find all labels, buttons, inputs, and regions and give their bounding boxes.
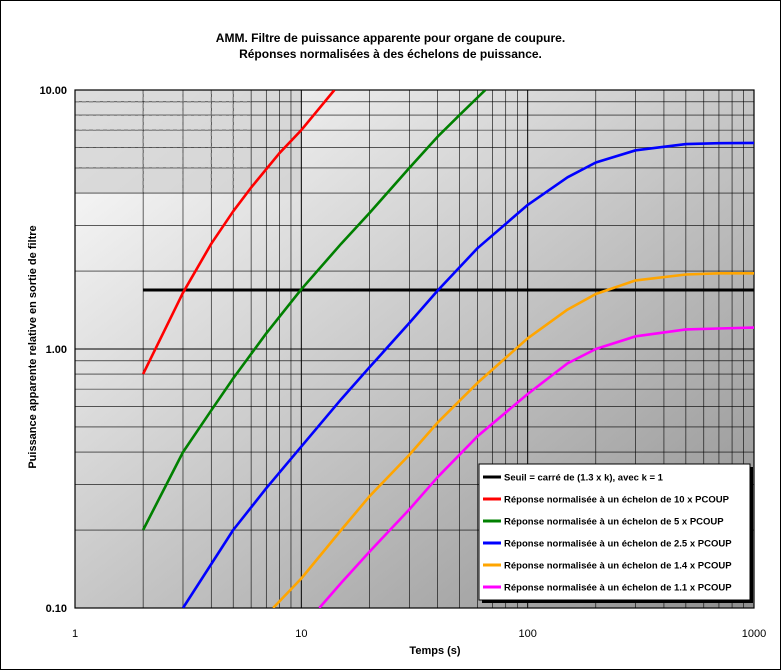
x-tick-label: 1 (72, 628, 78, 640)
legend: Seuil = carré de (1.3 x k), avec k = 1 Ré… (478, 463, 753, 603)
x-axis-label: Temps (s) (409, 645, 461, 657)
series-line-2 (141, 90, 487, 531)
series-line-3 (181, 141, 754, 608)
y-tick-label: 0.10 (46, 603, 67, 615)
plot-border (74, 89, 755, 609)
legend-entry-5: Réponse normalisée à un échelon de 1.1 x… (504, 583, 732, 594)
series-line-4 (272, 272, 754, 608)
legend-box (478, 463, 751, 601)
series-line-1 (141, 90, 336, 375)
x-tick-label: 10 (295, 628, 307, 640)
legend-entry-0: Seuil = carré de (1.3 x k), avec k = 1 (504, 473, 664, 484)
plot-inset-region (75, 90, 302, 194)
x-tick-label: 1000 (742, 628, 766, 640)
y-tick-label: 1.00 (46, 344, 67, 356)
legend-entry-3: Réponse normalisée à un échelon de 2.5 x… (504, 539, 732, 550)
legend-entry-1: Réponse normalisée à un échelon de 10 x … (504, 495, 730, 506)
y-tick-label: 10.00 (39, 85, 67, 97)
x-tick-label: 100 (518, 628, 536, 640)
chart-title: AMM. Filtre de puissance apparente pour … (215, 31, 566, 45)
y-axis-label: Puissance apparente relative en sortie d… (27, 225, 39, 469)
legend-entry-2: Réponse normalisée à un échelon de 5 x P… (504, 517, 724, 528)
chart-subtitle: Réponses normalisées à des échelons de p… (239, 47, 542, 61)
legend-entry-4: Réponse normalisée à un échelon de 1.4 x… (504, 561, 732, 572)
series-line-5 (318, 326, 754, 608)
